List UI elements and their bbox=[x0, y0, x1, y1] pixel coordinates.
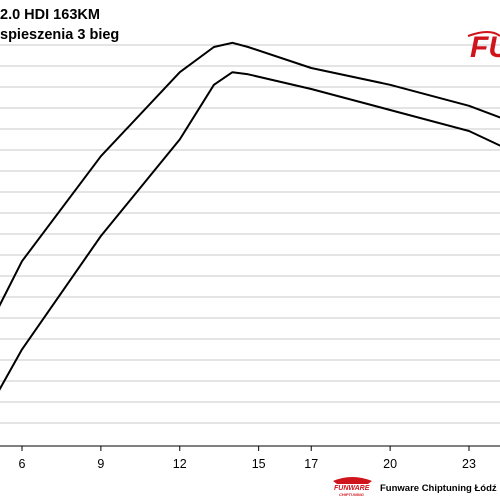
x-tick-label: 6 bbox=[19, 457, 26, 471]
funware-logo: FU bbox=[467, 31, 500, 64]
x-tick-label: 9 bbox=[97, 457, 104, 471]
footer-logo: FUNWARE CHIPTUNING bbox=[333, 477, 372, 497]
x-tick-label: 20 bbox=[383, 457, 397, 471]
chart-title-line-1: 2.0 HDI 163KM bbox=[0, 7, 100, 23]
footer-credit: Funware Chiptuning Łódź bbox=[380, 483, 497, 494]
logo-swoosh-icon bbox=[467, 31, 500, 37]
x-tick-label: 23 bbox=[462, 457, 476, 471]
series-line-2 bbox=[0, 71, 500, 391]
x-tick-label: 15 bbox=[252, 457, 266, 471]
logo-text-big: FU bbox=[470, 31, 500, 64]
x-tick-label: 12 bbox=[173, 457, 187, 471]
chart-title-line-2: spieszenia 3 bieg bbox=[0, 27, 120, 43]
series-line-1 bbox=[0, 41, 500, 307]
x-tick-label: 17 bbox=[304, 457, 318, 471]
footer-logo-text: FUNWARE bbox=[334, 485, 370, 492]
footer-logo-sub: CHIPTUNING bbox=[339, 492, 364, 497]
car-icon bbox=[333, 477, 372, 484]
